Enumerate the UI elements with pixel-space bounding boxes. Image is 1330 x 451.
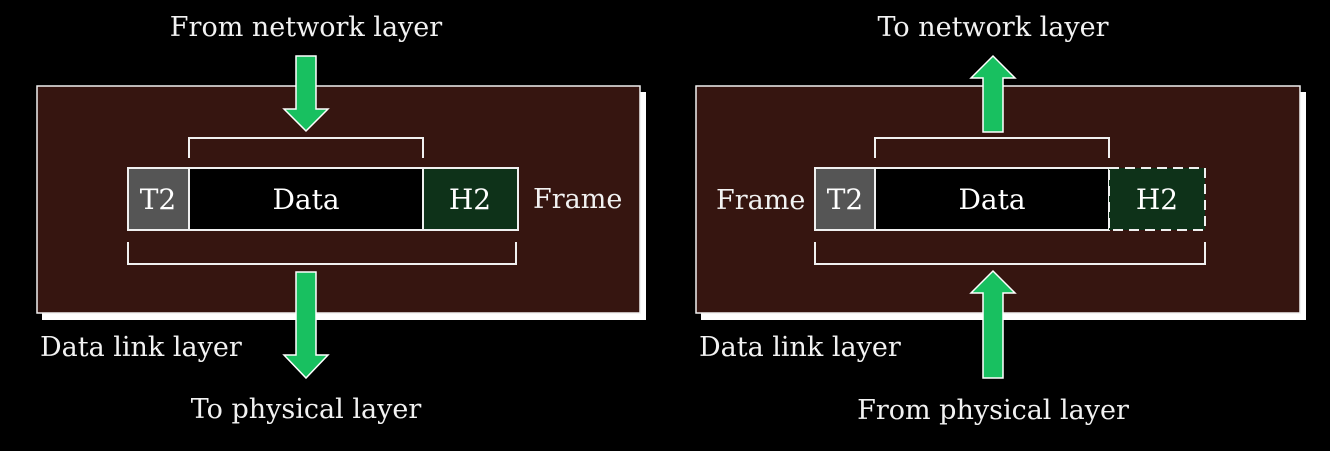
receiver-data-cell [874,167,1110,231]
sender-frame-bracket [127,242,517,265]
receiver-trailer-cell [814,167,876,231]
receiver-top-label: To network layer [877,12,1108,43]
sender-top-label: From network layer [170,12,442,43]
sender-panel: T2 Data H2 Frame From network layer Data… [36,12,646,425]
sender-header-cell [422,167,519,231]
sender-data-bracket [188,137,424,158]
sender-data-cell [188,167,424,231]
up-arrow-icon [969,269,1017,379]
up-arrow-icon [969,54,1017,133]
receiver-header-label: H2 [1136,183,1178,216]
sender-data-label: Data [272,183,339,216]
sender-trailer-cell [127,167,190,231]
receiver-bottom-label: From physical layer [857,395,1129,426]
receiver-data-label: Data [958,183,1025,216]
sender-layer-label: Data link layer [40,332,242,363]
receiver-header-cell [1108,167,1206,231]
sender-header-label: H2 [449,183,491,216]
receiver-layer-label: Data link layer [699,332,901,363]
down-arrow-icon [282,271,330,380]
receiver-data-bracket [874,137,1110,158]
receiver-panel: T2 Data H2 Frame To network layer Data l… [695,12,1306,426]
receiver-trailer-label: T2 [827,183,864,216]
sender-frame-label: Frame [533,184,622,215]
down-arrow-icon [282,55,330,133]
sender-trailer-label: T2 [140,183,177,216]
receiver-frame-label: Frame [716,185,805,216]
sender-bottom-label: To physical layer [191,394,422,425]
receiver-frame-bracket [814,242,1206,265]
